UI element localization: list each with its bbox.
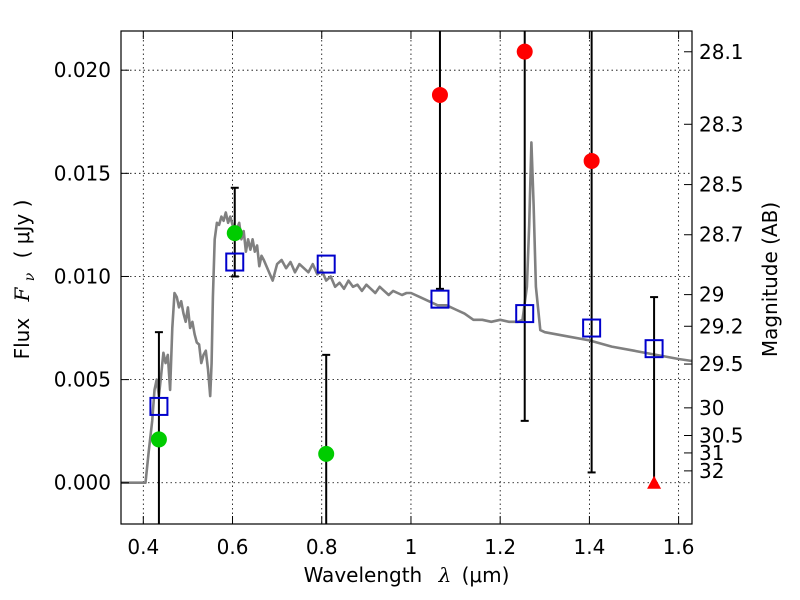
magnitude-tick-label: 30.5 (699, 423, 744, 447)
axes-ticks: 0.4 0.6 0.8 1 1.2 1.4 1.6 0.000 0.005 0.010 0.015 0… (54, 31, 744, 559)
magnitude-tick-label: 29.2 (699, 314, 744, 338)
x-tick-label: 1.6 (663, 535, 695, 559)
y-axis-label-sub: ν (22, 272, 38, 281)
y-tick-label: 0.005 (54, 368, 111, 392)
plot-frame (120, 30, 693, 525)
y-tick-label: 0.020 (54, 58, 111, 82)
model-photometry-point (149, 396, 169, 416)
magnitude-tick-label: 28.5 (699, 173, 744, 197)
model-photometry-point (644, 339, 664, 359)
x-tick-label: 0.6 (217, 535, 249, 559)
y-tick-label: 0.015 (54, 161, 111, 185)
magnitude-tick-label: 32 (699, 459, 724, 483)
x-tick-label: 1 (405, 535, 418, 559)
magnitude-tick-label: 29 (699, 283, 724, 307)
x-axis-label-var: λ (438, 563, 452, 587)
magnitude-tick-label: 29.5 (699, 352, 744, 376)
detection-point (318, 445, 335, 462)
x-tick-label: 1.4 (573, 535, 605, 559)
x-tick-label: 1.2 (484, 535, 516, 559)
model-photometry-point (225, 252, 245, 272)
x-tick-label: 0.4 (127, 535, 159, 559)
detection-point (226, 225, 243, 242)
detection-point (431, 86, 448, 103)
x-tick-label: 0.8 (306, 535, 338, 559)
detection-point (150, 431, 167, 448)
model-photometry-point (582, 318, 602, 338)
x-axis-label-unit: (μm) (462, 563, 510, 587)
y-tick-label: 0.000 (54, 471, 111, 495)
y-tick-label: 0.010 (54, 264, 111, 288)
magnitude-tick-label: 31 (699, 441, 724, 465)
y-axis-label-prefix: Flux (10, 318, 34, 360)
y-axis-label-unit: ( μJy ) (10, 200, 34, 259)
detection-point (516, 43, 533, 60)
upper-limit-triangle (647, 475, 662, 489)
data-markers (149, 31, 664, 524)
magnitude-tick-label: 30 (699, 396, 724, 420)
y-axis-label-var: F (10, 286, 34, 302)
model-sed-curve (121, 141, 693, 485)
magnitude-axis-label: Magnitude (AB) (758, 202, 782, 357)
grid-lines (121, 31, 692, 524)
model-photometry-point (430, 289, 450, 309)
y-axis-label: Flux F ν ( μJy ) (10, 200, 39, 360)
model-photometry-point (316, 254, 336, 274)
magnitude-tick-label: 28.7 (699, 223, 744, 247)
magnitude-tick-label: 28.3 (699, 112, 744, 136)
model-photometry-point (515, 304, 535, 324)
detection-point (583, 152, 600, 169)
x-axis-label: Wavelength λ (μm) (304, 563, 510, 587)
magnitude-tick-label: 28.1 (699, 40, 744, 64)
x-axis-label-prefix: Wavelength (304, 563, 423, 587)
model-sed-line (121, 141, 693, 485)
